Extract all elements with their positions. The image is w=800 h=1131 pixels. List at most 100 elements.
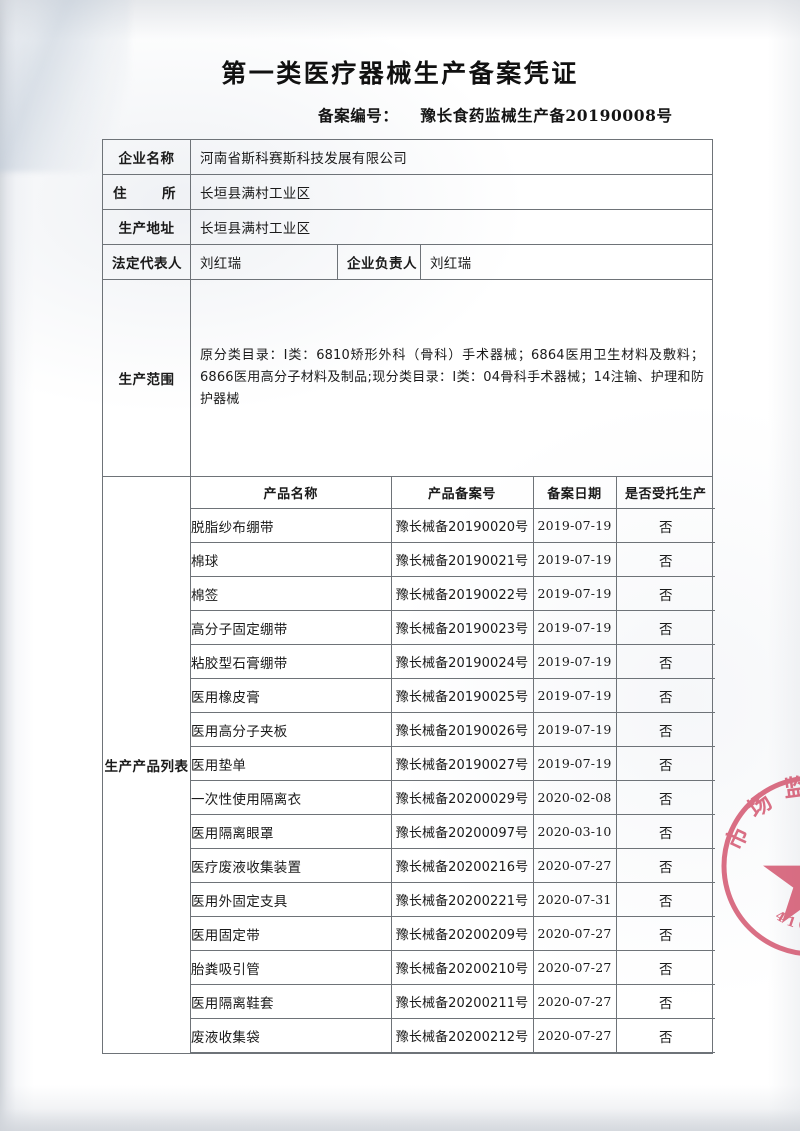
column-header-entrusted: 是否受托生产 [615,477,715,509]
product-name: 医用隔离眼罩 [191,814,392,849]
address-label-part-2: 所 [162,186,176,202]
certificate-table: 企业名称 河南省斯科赛斯科技发展有限公司 住 所 长垣县满村工业区 生产地址 [102,139,715,1054]
product-date: 2020-07-27 [532,916,617,951]
row-address: 住 所 长垣县满村工业区 [102,174,714,210]
product-date: 2020-07-27 [532,984,617,1019]
product-name: 废液收集袋 [191,1018,392,1053]
product-code: 豫长械备20190024号 [390,644,534,679]
product-code: 豫长械备20200029号 [390,780,534,815]
table-row: 医用固定带 豫长械备20200209号 2020-07-27 否 [191,916,715,951]
table-row: 医疗废液收集装置 豫长械备20200216号 2020-07-27 否 [191,848,715,883]
company-name-label: 企业名称 [118,151,175,167]
product-name: 医用隔离鞋套 [191,984,392,1019]
product-name: 医用高分子夹板 [191,712,392,747]
table-row: 脱脂纱布绷带 豫长械备20190020号 2019-07-19 否 [191,508,715,543]
product-name: 一次性使用隔离衣 [191,780,392,815]
record-number-value: 豫长食药监械生产备20190008号 [420,106,673,125]
row-production-scope: 生产范围 原分类目录：Ⅰ类：6810矫形外科（骨科）手术器械；6864医用卫生材… [102,279,714,477]
table-row: 胎粪吸引管 豫长械备20200210号 2020-07-27 否 [191,950,715,985]
table-row: 棉球 豫长械备20190021号 2019-07-19 否 [191,542,715,577]
product-code: 豫长械备20200212号 [390,1018,534,1053]
product-name: 棉签 [191,576,392,611]
product-code: 豫长械备20200210号 [390,950,534,985]
legal-rep-value: 刘红瑞 [200,256,242,272]
table-row: 医用隔离鞋套 豫长械备20200211号 2020-07-27 否 [191,984,715,1019]
product-name: 医用橡皮膏 [191,678,392,713]
product-date: 2019-07-19 [532,712,617,747]
production-scope-label: 生产范围 [118,372,175,388]
product-date: 2019-07-19 [532,542,617,577]
product-date: 2020-02-08 [532,780,617,815]
table-row: 医用高分子夹板 豫长械备20190026号 2019-07-19 否 [191,712,715,747]
enterprise-head-label: 企业负责人 [347,256,417,272]
address-label-part-1: 住 [113,186,127,202]
table-row: 棉签 豫长械备20190022号 2019-07-19 否 [191,576,715,611]
product-code: 豫长械备20190020号 [390,508,534,543]
page-title: 第一类医疗器械生产备案凭证 [221,59,579,88]
table-row: 粘胶型石膏绷带 豫长械备20190024号 2019-07-19 否 [191,644,715,679]
product-name: 棉球 [191,542,392,577]
row-product-list: 生产产品列表 产品名称 产品备案号 备案日期 [102,476,715,1054]
record-number-label: 备案编号： [318,106,399,125]
product-entrusted: 否 [615,712,715,747]
table-row: 一次性使用隔离衣 豫长械备20200029号 2020-02-08 否 [191,780,715,815]
product-entrusted: 否 [615,576,715,611]
product-code: 豫长械备20200221号 [390,882,534,917]
product-date: 2019-07-19 [532,508,617,543]
product-code: 豫长械备20200209号 [390,916,534,951]
product-name: 脱脂纱布绷带 [191,508,392,543]
product-table-header-row: 产品名称 产品备案号 备案日期 是否受托生产 [191,477,715,509]
product-date: 2020-07-27 [532,950,617,985]
production-address-value: 长垣县满村工业区 [200,221,311,237]
product-entrusted: 否 [615,780,715,815]
product-name: 医用固定带 [191,916,392,951]
product-name: 医用外固定支具 [191,882,392,917]
product-date: 2019-07-19 [532,644,617,679]
record-number: 备案编号： 豫长食药监械生产备20190008号 [318,104,673,126]
product-entrusted: 否 [615,882,715,917]
product-code: 豫长械备20190023号 [390,610,534,645]
product-entrusted: 否 [615,1018,715,1053]
table-row: 废液收集袋 豫长械备20200212号 2020-07-27 否 [191,1018,715,1053]
product-entrusted: 否 [615,678,715,713]
production-scope-text: 原分类目录：Ⅰ类：6810矫形外科（骨科）手术器械；6864医用卫生材料及敷料；… [200,348,705,407]
product-code: 豫长械备20200097号 [390,814,534,849]
address-label: 住 所 [103,177,190,207]
row-legal-representative: 法定代表人 刘红瑞 企业负责人 刘红瑞 [102,244,714,280]
product-code: 豫长械备20190025号 [390,678,534,713]
column-header-product-name: 产品名称 [191,477,392,509]
product-name: 高分子固定绷带 [191,610,392,645]
product-entrusted: 否 [615,916,715,951]
product-date: 2020-07-31 [532,882,617,917]
product-date: 2019-07-19 [532,576,617,611]
column-header-record-date: 备案日期 [532,477,617,509]
product-name: 医疗废液收集装置 [191,848,392,883]
product-code: 豫长械备20190026号 [390,712,534,747]
product-date: 2019-07-19 [532,678,617,713]
product-entrusted: 否 [615,950,715,985]
company-name-value: 河南省斯科赛斯科技发展有限公司 [200,151,407,167]
product-code: 豫长械备20190022号 [390,576,534,611]
table-row: 高分子固定绷带 豫长械备20190023号 2019-07-19 否 [191,610,715,645]
product-entrusted: 否 [615,542,715,577]
product-entrusted: 否 [615,984,715,1019]
product-date: 2020-07-27 [532,1018,617,1053]
table-row: 医用橡皮膏 豫长械备20190025号 2019-07-19 否 [191,678,715,713]
table-row: 医用垫单 豫长械备20190027号 2019-07-19 否 [191,746,715,781]
column-header-record-code: 产品备案号 [390,477,534,509]
product-name: 医用垫单 [191,746,392,781]
table-row: 医用隔离眼罩 豫长械备20200097号 2020-03-10 否 [191,814,715,849]
product-entrusted: 否 [615,746,715,781]
product-date: 2020-03-10 [532,814,617,849]
product-date: 2019-07-19 [532,610,617,645]
table-row: 医用外固定支具 豫长械备20200221号 2020-07-31 否 [191,882,715,917]
product-code: 豫长械备20190027号 [390,746,534,781]
product-code: 豫长械备20200211号 [390,984,534,1019]
product-list-label: 生产产品列表 [104,759,189,775]
product-entrusted: 否 [615,644,715,679]
product-entrusted: 否 [615,848,715,883]
legal-rep-label: 法定代表人 [112,256,182,272]
address-value: 长垣县满村工业区 [200,186,311,202]
product-name: 粘胶型石膏绷带 [191,644,392,679]
product-list-table: 产品名称 产品备案号 备案日期 是否受托生产 脱脂纱布绷带 豫长械备2019002… [191,477,715,1053]
